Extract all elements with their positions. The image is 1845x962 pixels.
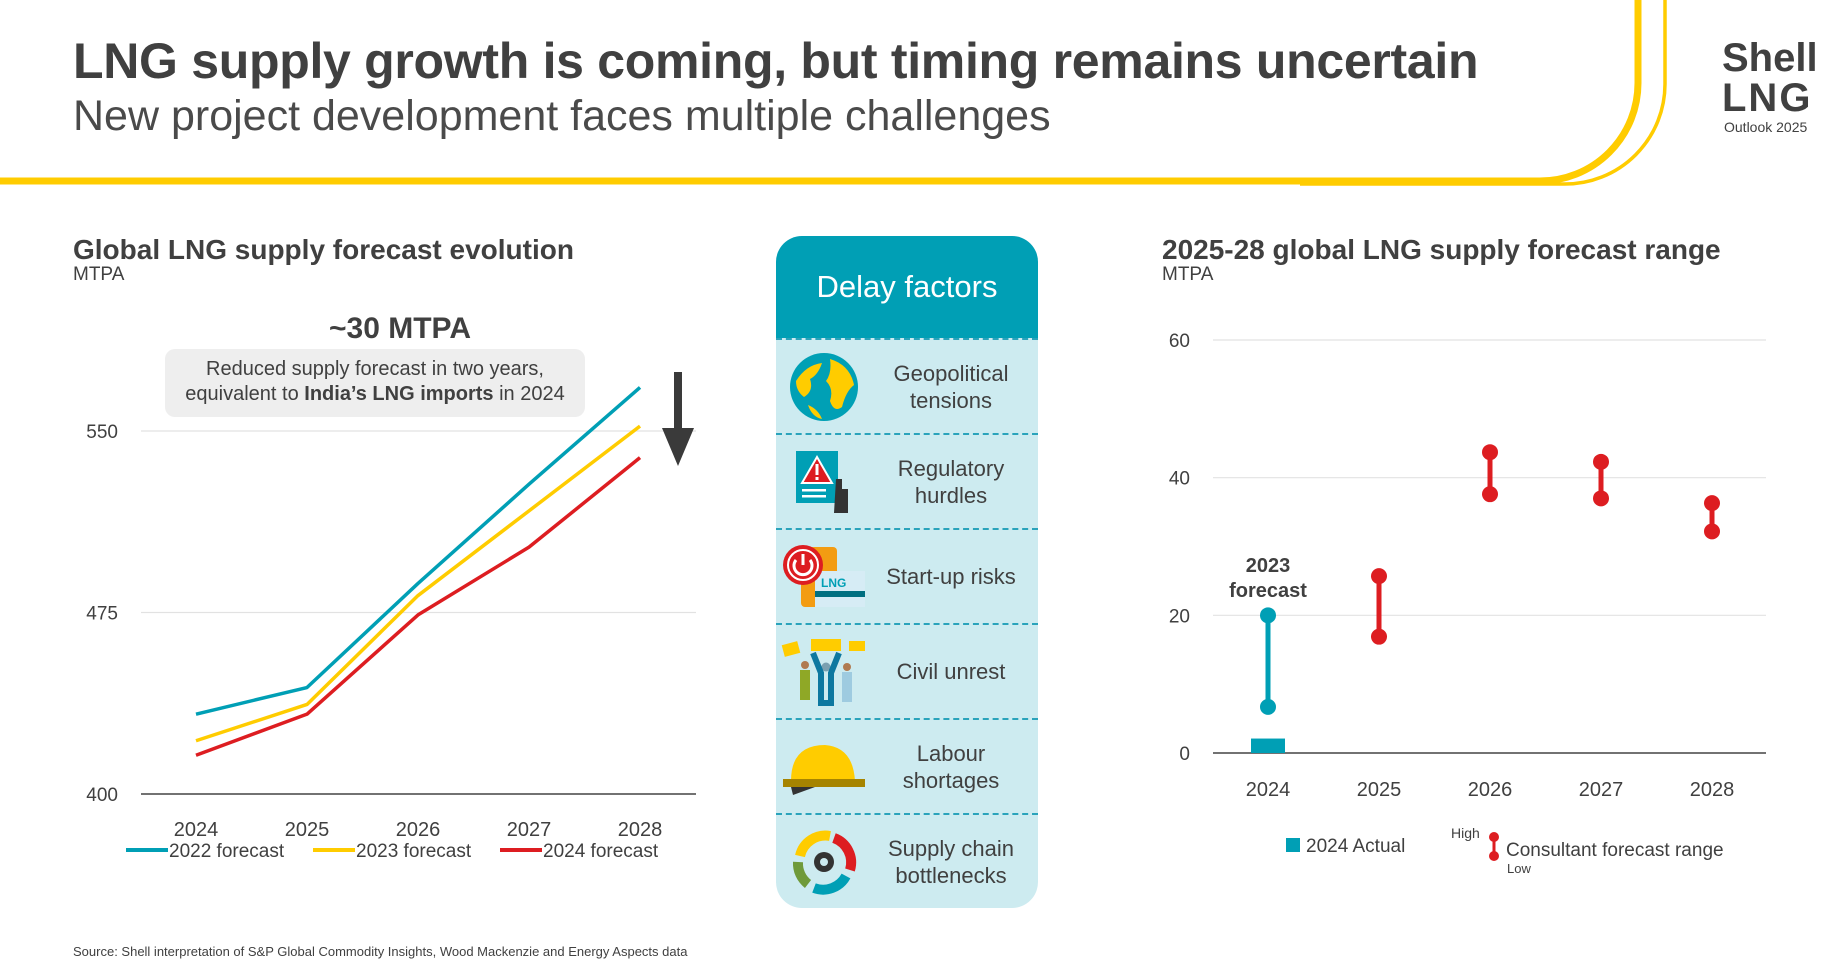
x-tick-label: 2024 [174, 819, 219, 841]
right-range-chart: 0 20 40 60 2024 2025 2026 2027 2028 2023 forecast 2… [1169, 331, 1766, 876]
svg-text:LNG: LNG [821, 576, 846, 590]
page-subtitle: New project development faces multiple c… [73, 92, 1051, 140]
right-chart-unit: MTPA [1162, 264, 1214, 285]
x-tick-label: 2025 [1357, 779, 1402, 801]
forecast-2023-low-point [1260, 698, 1276, 715]
y-tick-label: 475 [86, 604, 118, 625]
y-tick-label: 20 [1169, 606, 1190, 627]
y-tick-label: 60 [1169, 331, 1190, 352]
x-tick-label: 2024 [1246, 779, 1291, 801]
globe-icon [776, 347, 872, 427]
annotation-box: Reduced supply forecast in two years, eq… [165, 349, 585, 417]
series-line-2024-forecast [195, 456, 642, 757]
y-tick-label: 400 [86, 785, 118, 806]
delay-factor-item: Supply chain bottlenecks [776, 813, 1038, 908]
left-line-chart: 400 475 550 2024 2025 2026 2027 2028 2022 foreca… [86, 386, 696, 862]
annotation-text-bold: India’s LNG imports [304, 383, 494, 405]
delay-factor-label: Labour shortages [902, 740, 1000, 793]
logo-shell: Shell [1722, 36, 1818, 80]
series-line-2022-forecast [195, 386, 642, 716]
logo-outlook: Outlook 2025 [1724, 119, 1808, 135]
range-high-point-2025 [1371, 568, 1387, 585]
x-tick-label: 2026 [1468, 779, 1513, 801]
range-high-point-2028 [1704, 495, 1720, 512]
delay-factor-item: Civil unrest [776, 623, 1038, 718]
forecast-2023-label: forecast [1229, 580, 1307, 602]
header-yellow-frame [0, 0, 1667, 186]
x-tick-label: 2028 [1690, 779, 1735, 801]
legend-label: Consultant forecast range [1506, 840, 1724, 861]
left-chart-unit: MTPA [73, 264, 125, 285]
delay-factors-panel: Delay factors Geopolitical tensions Regu… [776, 236, 1038, 908]
delay-factor-item: Geopolitical tensions [776, 338, 1038, 433]
forecast-2023-high-point [1260, 607, 1276, 624]
down-arrow-icon [662, 372, 694, 466]
x-tick-label: 2027 [1579, 779, 1624, 801]
legend-range-swatch-low [1489, 851, 1499, 861]
legend-label: 2023 forecast [356, 841, 472, 862]
cycle-gear-icon [776, 822, 872, 902]
protesters-icon [776, 632, 872, 712]
legend-label: 2024 forecast [543, 841, 659, 862]
delay-factor-item: Labour shortages [776, 718, 1038, 813]
delay-factor-label: Start-up risks [886, 564, 1016, 589]
range-low-point-2025 [1371, 628, 1387, 645]
series-line-2023-forecast [195, 424, 642, 743]
range-high-point-2027 [1593, 453, 1609, 470]
delay-factor-item: LNG Start-up risks [776, 528, 1038, 623]
delay-factor-label: Civil unrest [896, 659, 1006, 684]
legend-actual-swatch [1286, 838, 1300, 852]
y-tick-label: 0 [1179, 744, 1190, 765]
y-tick-label: 40 [1169, 469, 1190, 490]
x-tick-label: 2027 [507, 819, 552, 841]
annotation-text-post: in 2024 [493, 383, 565, 405]
source-note: Source: Shell interpretation of S&P Glob… [73, 944, 688, 959]
y-tick-label: 550 [86, 422, 118, 443]
range-high-point-2026 [1482, 444, 1498, 461]
x-tick-label: 2028 [618, 819, 663, 841]
forecast-2023-label: 2023 [1246, 555, 1291, 577]
bar-2024-actual [1251, 738, 1285, 753]
delay-factor-label: Regulatory hurdles [897, 455, 1005, 508]
legend-label: 2022 forecast [169, 841, 285, 862]
range-low-point-2028 [1704, 523, 1720, 540]
legend-range-swatch-high [1489, 832, 1499, 842]
legend-low-label: Low [1507, 861, 1531, 876]
delay-factors-title: Delay factors [776, 236, 1038, 338]
legend-high-label: High [1451, 825, 1480, 841]
range-low-point-2026 [1482, 486, 1498, 503]
x-tick-label: 2025 [285, 819, 330, 841]
warning-document-icon [776, 442, 872, 522]
delay-factor-label: Geopolitical tensions [893, 360, 1009, 413]
legend-label: 2024 Actual [1306, 836, 1405, 857]
annotation-headline: ~30 MTPA [329, 312, 471, 345]
logo-lng: LNG [1722, 76, 1813, 120]
right-chart-title: 2025-28 global LNG supply forecast range [1162, 234, 1721, 265]
x-tick-label: 2026 [396, 819, 441, 841]
power-button-icon: LNG [776, 537, 872, 617]
hard-hat-icon [776, 727, 872, 807]
delay-factor-item: Regulatory hurdles [776, 433, 1038, 528]
delay-factor-label: Supply chain bottlenecks [888, 835, 1014, 888]
annotation-text-pre: Reduced supply forecast in two years, eq… [185, 358, 544, 405]
page-title: LNG supply growth is coming, but timing … [73, 33, 1479, 89]
range-low-point-2027 [1593, 490, 1609, 507]
left-chart-title: Global LNG supply forecast evolution [73, 234, 574, 265]
